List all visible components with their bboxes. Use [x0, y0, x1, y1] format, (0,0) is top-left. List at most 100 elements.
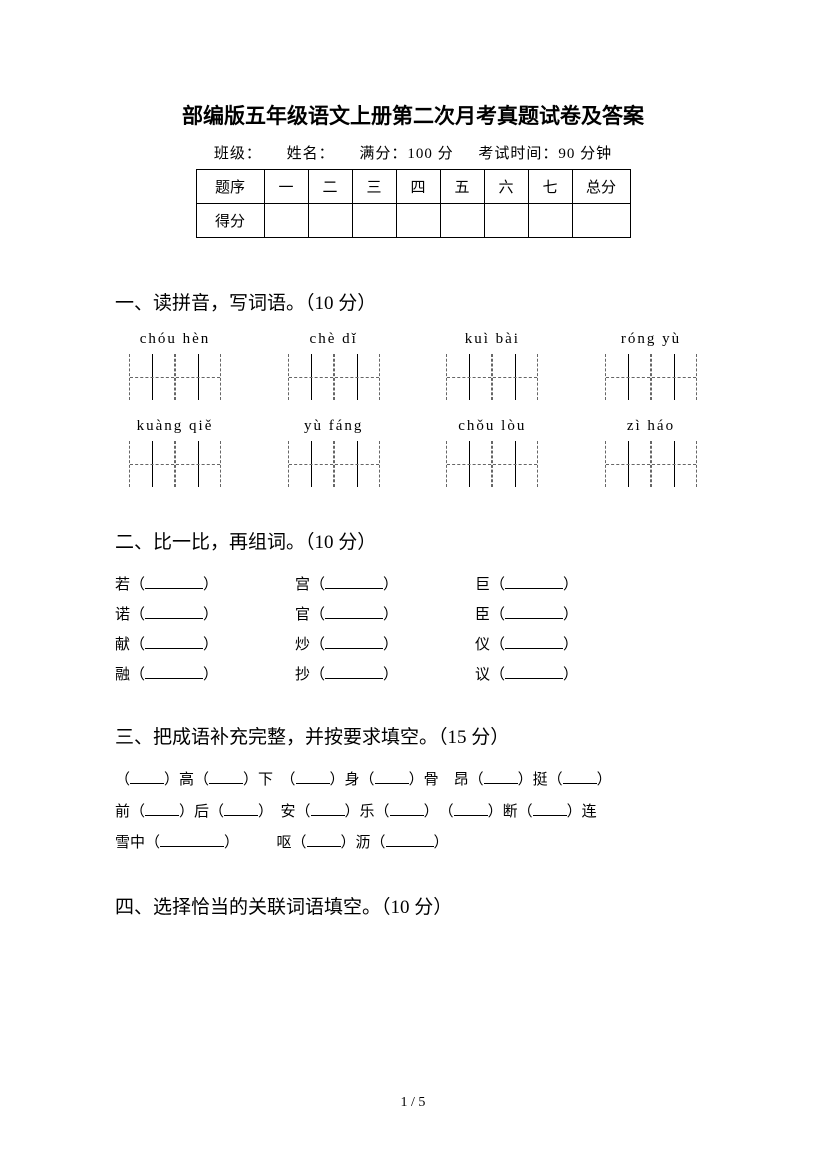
col-cell: 七 [528, 170, 572, 204]
idioms-block: （）高（）下 （）身（）骨 昂（）挺（） 前（）后（） 安（）乐（） （）断（）… [115, 765, 711, 860]
fill-blank[interactable] [325, 603, 383, 619]
score-cell[interactable] [396, 204, 440, 238]
fill-blank[interactable] [145, 603, 203, 619]
fill-blank[interactable] [130, 768, 164, 784]
word-cell: 宫（） [295, 570, 475, 600]
header-cell: 题序 [196, 170, 264, 204]
table-row: 题序 一 二 三 四 五 六 七 总分 [196, 170, 630, 204]
tianzige[interactable] [432, 441, 552, 487]
tianzige[interactable] [274, 354, 394, 400]
col-cell: 三 [352, 170, 396, 204]
fill-blank[interactable] [224, 800, 258, 816]
score-cell[interactable] [528, 204, 572, 238]
pinyin-row: chóu hèn chè dǐ kuì bài róng yù [115, 331, 711, 400]
page-footer: 1 / 5 [0, 1095, 826, 1111]
section3-heading: 三、把成语补充完整，并按要求填空。（15 分） [115, 722, 711, 749]
tianzige[interactable] [115, 354, 235, 400]
tianzige[interactable] [115, 441, 235, 487]
score-row-label: 得分 [196, 204, 264, 238]
pinyin-item: róng yù [591, 331, 711, 400]
word-cell: 炒（） [295, 630, 475, 660]
word-cell: 诺（） [115, 600, 295, 630]
pinyin-row: kuàng qiě yù fáng chǒu lòu zì háo [115, 418, 711, 487]
class-label: 班级： [214, 146, 262, 162]
fill-blank[interactable] [160, 831, 224, 847]
tianzige[interactable] [591, 354, 711, 400]
fill-blank[interactable] [484, 768, 518, 784]
fill-blank[interactable] [145, 573, 203, 589]
section4-heading: 四、选择恰当的关联词语填空。（10 分） [115, 892, 711, 919]
idiom-line: 前（）后（） 安（）乐（） （）断（）连 [115, 797, 711, 829]
total-cell: 总分 [572, 170, 630, 204]
tianzige[interactable] [591, 441, 711, 487]
page-title: 部编版五年级语文上册第二次月考真题试卷及答案 [115, 100, 711, 130]
pinyin-label: róng yù [591, 331, 711, 348]
word-row: 诺（） 官（） 臣（） [115, 600, 711, 630]
pinyin-item: kuàng qiě [115, 418, 235, 487]
exam-time: 考试时间：90 分钟 [478, 146, 612, 162]
score-cell[interactable] [440, 204, 484, 238]
fill-blank[interactable] [390, 800, 424, 816]
score-cell[interactable] [352, 204, 396, 238]
score-cell[interactable] [308, 204, 352, 238]
tianzige[interactable] [432, 354, 552, 400]
section1-heading: 一、读拼音，写词语。（10 分） [115, 288, 711, 315]
fill-blank[interactable] [325, 573, 383, 589]
fill-blank[interactable] [454, 800, 488, 816]
score-cell[interactable] [264, 204, 308, 238]
word-row: 若（） 宫（） 巨（） [115, 570, 711, 600]
pinyin-label: yù fáng [274, 418, 394, 435]
col-cell: 一 [264, 170, 308, 204]
fill-blank[interactable] [325, 633, 383, 649]
fill-blank[interactable] [296, 768, 330, 784]
pinyin-label: zì háo [591, 418, 711, 435]
word-cell: 献（） [115, 630, 295, 660]
word-cell: 官（） [295, 600, 475, 630]
fill-blank[interactable] [505, 633, 563, 649]
table-row: 得分 [196, 204, 630, 238]
pinyin-item: yù fáng [274, 418, 394, 487]
fill-blank[interactable] [307, 831, 341, 847]
word-cell: 巨（） [475, 570, 655, 600]
pinyin-label: chóu hèn [115, 331, 235, 348]
col-cell: 二 [308, 170, 352, 204]
word-cell: 抄（） [295, 660, 475, 690]
full-score: 满分：100 分 [359, 146, 453, 162]
word-cell: 臣（） [475, 600, 655, 630]
fill-blank[interactable] [145, 800, 179, 816]
word-pairs: 若（） 宫（） 巨（） 诺（） 官（） 臣（） 献（） 炒（） 仪（） 融（） … [115, 570, 711, 690]
fill-blank[interactable] [209, 768, 243, 784]
fill-blank[interactable] [311, 800, 345, 816]
tianzige[interactable] [274, 441, 394, 487]
pinyin-item: chè dǐ [274, 331, 394, 400]
fill-blank[interactable] [145, 633, 203, 649]
pinyin-label: kuàng qiě [115, 418, 235, 435]
word-row: 献（） 炒（） 仪（） [115, 630, 711, 660]
pinyin-label: kuì bài [432, 331, 552, 348]
fill-blank[interactable] [386, 831, 434, 847]
name-label: 姓名： [287, 146, 335, 162]
fill-blank[interactable] [375, 768, 409, 784]
word-cell: 若（） [115, 570, 295, 600]
idiom-line: 雪中（） 呕（）沥（） [115, 828, 711, 860]
pinyin-item: chǒu lòu [432, 418, 552, 487]
section2-heading: 二、比一比，再组词。（10 分） [115, 527, 711, 554]
col-cell: 六 [484, 170, 528, 204]
fill-blank[interactable] [505, 603, 563, 619]
word-cell: 融（） [115, 660, 295, 690]
score-cell[interactable] [572, 204, 630, 238]
fill-blank[interactable] [505, 663, 563, 679]
pinyin-label: chǒu lòu [432, 418, 552, 435]
score-table: 题序 一 二 三 四 五 六 七 总分 得分 [196, 169, 631, 238]
fill-blank[interactable] [325, 663, 383, 679]
pinyin-label: chè dǐ [274, 331, 394, 348]
pinyin-item: zì háo [591, 418, 711, 487]
score-cell[interactable] [484, 204, 528, 238]
fill-blank[interactable] [533, 800, 567, 816]
col-cell: 四 [396, 170, 440, 204]
fill-blank[interactable] [505, 573, 563, 589]
word-cell: 仪（） [475, 630, 655, 660]
pinyin-item: kuì bài [432, 331, 552, 400]
fill-blank[interactable] [145, 663, 203, 679]
fill-blank[interactable] [563, 768, 597, 784]
